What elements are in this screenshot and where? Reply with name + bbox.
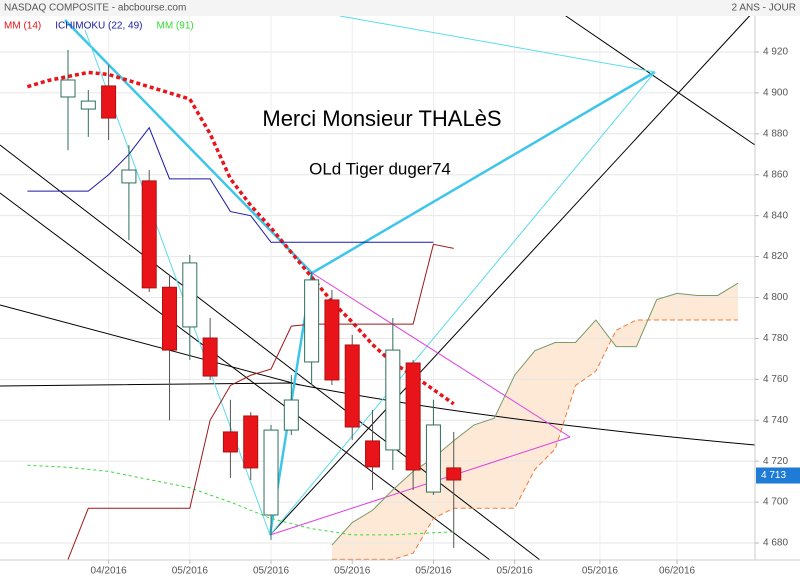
trendline [269, 436, 571, 536]
candle-body [121, 169, 137, 184]
trendline [269, 71, 656, 536]
trendline [559, 11, 756, 146]
price-tag [756, 467, 800, 484]
candle-body [243, 415, 259, 469]
y-tick-label: 4 920 [763, 47, 788, 58]
candle-body [101, 85, 117, 119]
candle-body [80, 100, 96, 110]
y-tick-label: 4 840 [763, 210, 788, 221]
trendline [0, 144, 541, 561]
series-line [27, 464, 454, 536]
candle-body [344, 344, 360, 428]
x-tick-label: 06/2016 [659, 566, 696, 577]
y-tick-label: 4 760 [763, 374, 788, 385]
series-line [331, 282, 739, 546]
header-bar [0, 0, 800, 16]
y-tick-label: 4 800 [763, 292, 788, 303]
candle-body [162, 286, 178, 351]
candle-body [425, 424, 441, 493]
x-tick-label: 05/2016 [415, 566, 452, 577]
candle-body [60, 79, 76, 98]
x-tick-label: 05/2016 [582, 566, 619, 577]
price-tag-label: 4 713 [761, 470, 786, 481]
candle-body [446, 467, 462, 481]
trendline [0, 382, 756, 446]
trendline [311, 70, 656, 275]
trendline [64, 19, 313, 274]
header-period: 2 ANS - JOUR [732, 3, 796, 14]
candle-body [304, 279, 320, 363]
y-tick-label: 4 720 [763, 456, 788, 467]
series-line [67, 243, 454, 560]
series-line [27, 126, 434, 243]
legend-entry: MM (91) [156, 21, 193, 32]
legend-entry: MM (14) [4, 21, 41, 32]
x-tick-label: 05/2016 [172, 566, 209, 577]
candle-body [222, 431, 238, 453]
y-tick-label: 4 860 [763, 169, 788, 180]
series-line [26, 70, 455, 406]
legend-entry: ICHIMOKU (22, 49) [55, 21, 142, 32]
y-tick-label: 4 740 [763, 415, 788, 426]
grid-layer [0, 16, 755, 560]
trendline [269, 9, 756, 536]
candle-body [385, 349, 401, 451]
y-tick-label: 4 880 [763, 128, 788, 139]
annotation: OLd Tiger duger74 [309, 159, 451, 178]
candle-body [283, 399, 299, 431]
y-tick-label: 4 700 [763, 497, 788, 508]
candle-body [324, 299, 340, 381]
candle-body [405, 362, 421, 471]
candle-body [202, 337, 218, 377]
annotation: Merci Monsieur THALèS [262, 106, 501, 131]
x-tick-label: 05/2016 [334, 566, 371, 577]
candle-body [182, 262, 198, 328]
candle-body [141, 180, 157, 289]
candle-body [263, 429, 279, 516]
x-tick-label: 05/2016 [253, 566, 290, 577]
x-tick-label: 05/2016 [497, 566, 534, 577]
trendline [339, 15, 656, 73]
y-tick-label: 4 900 [763, 88, 788, 99]
trendline [0, 304, 301, 386]
x-tick-label: 04/2016 [91, 566, 128, 577]
trendline [311, 272, 571, 438]
candle-body [365, 440, 381, 468]
y-tick-label: 4 820 [763, 251, 788, 262]
y-tick-label: 4 780 [763, 333, 788, 344]
y-tick-label: 4 680 [763, 538, 788, 549]
header-title: NASDAQ COMPOSITE - abcbourse.com [4, 3, 186, 14]
trendline [0, 192, 491, 561]
series-line [331, 319, 738, 560]
